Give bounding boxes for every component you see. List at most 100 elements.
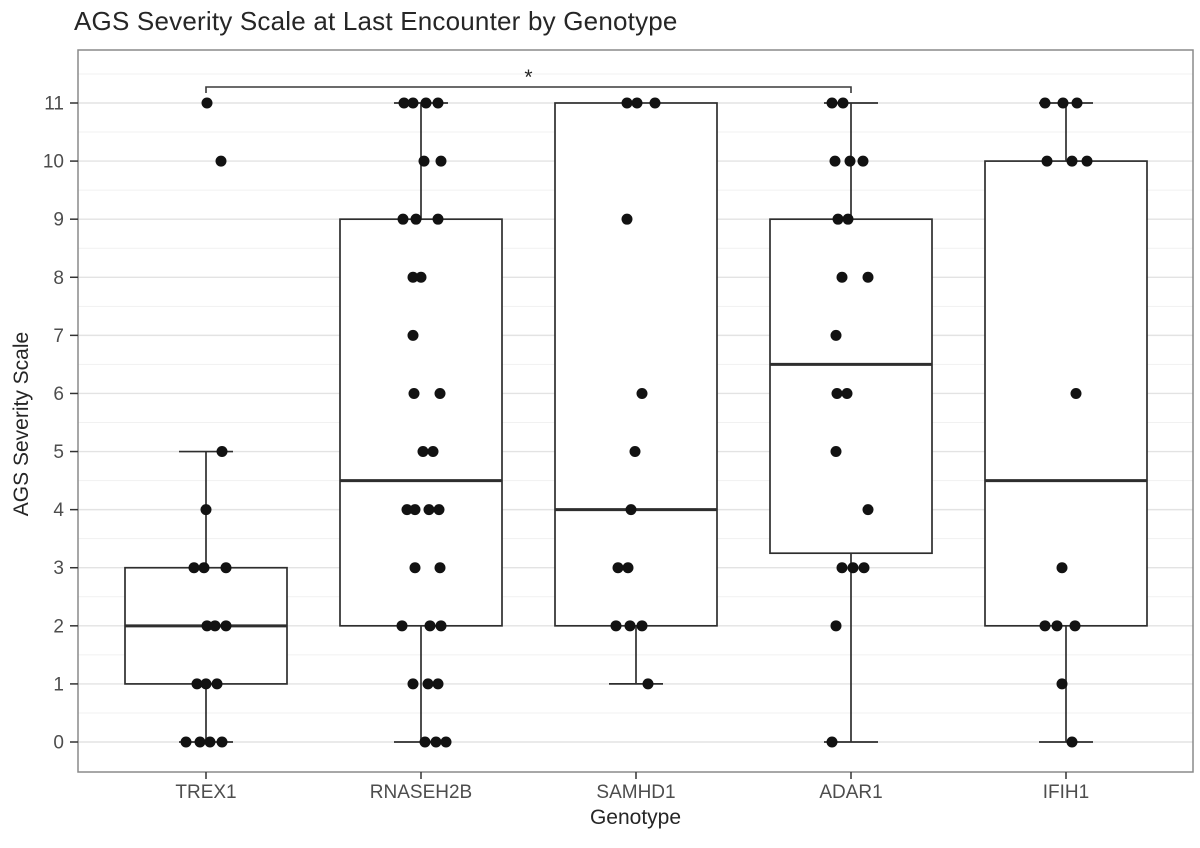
jitter-point-SAMHD1	[642, 678, 654, 690]
jitter-point-IFIH1	[1056, 562, 1068, 574]
x-tick-label: TREX1	[175, 782, 236, 803]
box-SAMHD1	[554, 102, 718, 627]
jitter-point-ADAR1	[826, 736, 838, 748]
jitter-point-IFIH1	[1041, 155, 1053, 167]
jitter-point-TREX1	[220, 620, 232, 632]
jitter-point-ADAR1	[862, 271, 874, 283]
jitter-point-RNASEH2B	[432, 213, 444, 225]
jitter-point-TREX1	[220, 562, 232, 574]
jitter-point-IFIH1	[1057, 97, 1069, 109]
y-tick-label: 4	[53, 500, 64, 521]
jitter-point-SAMHD1	[629, 446, 641, 458]
jitter-point-RNASEH2B	[432, 97, 444, 109]
jitter-point-TREX1	[204, 736, 216, 748]
y-tick-label: 0	[53, 733, 64, 754]
y-tick-label: 8	[53, 268, 64, 289]
jitter-point-ADAR1	[836, 562, 848, 574]
jitter-point-SAMHD1	[621, 97, 633, 109]
jitter-point-SAMHD1	[636, 620, 648, 632]
y-tick-label: 10	[43, 152, 64, 173]
jitter-point-IFIH1	[1039, 97, 1051, 109]
y-tick-label: 9	[53, 210, 64, 231]
jitter-point-IFIH1	[1051, 620, 1063, 632]
jitter-point-RNASEH2B	[424, 620, 436, 632]
jitter-point-IFIH1	[1066, 736, 1078, 748]
jitter-point-ADAR1	[830, 329, 842, 341]
y-tick-label: 11	[44, 94, 64, 115]
jitter-point-RNASEH2B	[434, 562, 446, 574]
y-tick-label: 1	[53, 674, 64, 695]
jitter-point-SAMHD1	[621, 213, 633, 225]
x-tick-label: IFIH1	[1043, 782, 1089, 803]
jitter-point-IFIH1	[1081, 155, 1093, 167]
jitter-point-TREX1	[200, 504, 212, 516]
jitter-point-ADAR1	[836, 271, 848, 283]
jitter-point-RNASEH2B	[407, 271, 419, 283]
jitter-point-TREX1	[191, 678, 203, 690]
y-tick-label: 3	[53, 558, 64, 579]
jitter-point-RNASEH2B	[417, 446, 429, 458]
chart-title: AGS Severity Scale at Last Encounter by …	[74, 6, 678, 36]
significance-label: *	[524, 66, 532, 89]
jitter-point-ADAR1	[837, 97, 849, 109]
jitter-point-TREX1	[200, 678, 212, 690]
jitter-point-RNASEH2B	[407, 329, 419, 341]
jitter-point-SAMHD1	[622, 562, 634, 574]
x-tick-label: RNASEH2B	[370, 782, 472, 803]
jitter-point-TREX1	[216, 446, 228, 458]
jitter-point-RNASEH2B	[418, 155, 430, 167]
jitter-point-RNASEH2B	[410, 213, 422, 225]
x-tick-label: ADAR1	[819, 782, 882, 803]
jitter-point-TREX1	[201, 620, 213, 632]
jitter-point-RNASEH2B	[440, 736, 452, 748]
jitter-point-IFIH1	[1056, 678, 1068, 690]
jitter-point-ADAR1	[857, 155, 869, 167]
box-RNASEH2B	[339, 218, 503, 627]
jitter-point-RNASEH2B	[408, 387, 420, 399]
jitter-point-RNASEH2B	[419, 736, 431, 748]
jitter-point-ADAR1	[858, 562, 870, 574]
jitter-point-RNASEH2B	[434, 387, 446, 399]
jitter-point-ADAR1	[826, 97, 838, 109]
jitter-point-ADAR1	[830, 620, 842, 632]
jitter-point-RNASEH2B	[427, 446, 439, 458]
jitter-point-ADAR1	[841, 387, 853, 399]
y-tick-label: 2	[53, 616, 64, 637]
jitter-point-TREX1	[209, 620, 221, 632]
jitter-point-SAMHD1	[631, 97, 643, 109]
jitter-point-TREX1	[201, 97, 213, 109]
x-tick-label: SAMHD1	[596, 782, 675, 803]
jitter-point-ADAR1	[847, 562, 859, 574]
jitter-point-IFIH1	[1071, 97, 1083, 109]
jitter-point-SAMHD1	[649, 97, 661, 109]
jitter-point-RNASEH2B	[433, 504, 445, 516]
jitter-point-RNASEH2B	[398, 97, 410, 109]
jitter-point-RNASEH2B	[435, 155, 447, 167]
jitter-point-RNASEH2B	[409, 562, 421, 574]
jitter-point-IFIH1	[1039, 620, 1051, 632]
jitter-point-RNASEH2B	[401, 504, 413, 516]
jitter-point-RNASEH2B	[407, 97, 419, 109]
jitter-point-ADAR1	[831, 387, 843, 399]
jitter-point-RNASEH2B	[396, 620, 408, 632]
jitter-point-RNASEH2B	[435, 620, 447, 632]
jitter-point-RNASEH2B	[409, 504, 421, 516]
jitter-point-RNASEH2B	[397, 213, 409, 225]
jitter-point-RNASEH2B	[423, 504, 435, 516]
jitter-point-RNASEH2B	[430, 736, 442, 748]
jitter-point-TREX1	[216, 736, 228, 748]
box-IFIH1	[984, 160, 1148, 627]
jitter-point-TREX1	[211, 678, 223, 690]
y-tick-label: 5	[53, 442, 64, 463]
significance-bracket	[205, 86, 852, 93]
jitter-point-SAMHD1	[625, 504, 637, 516]
y-axis-title: AGS Severity Scale	[10, 331, 33, 517]
jitter-point-SAMHD1	[636, 387, 648, 399]
jitter-point-IFIH1	[1069, 620, 1081, 632]
jitter-point-RNASEH2B	[407, 678, 419, 690]
x-axis-title: Genotype	[589, 806, 682, 829]
jitter-point-ADAR1	[844, 155, 856, 167]
jitter-point-ADAR1	[842, 213, 854, 225]
